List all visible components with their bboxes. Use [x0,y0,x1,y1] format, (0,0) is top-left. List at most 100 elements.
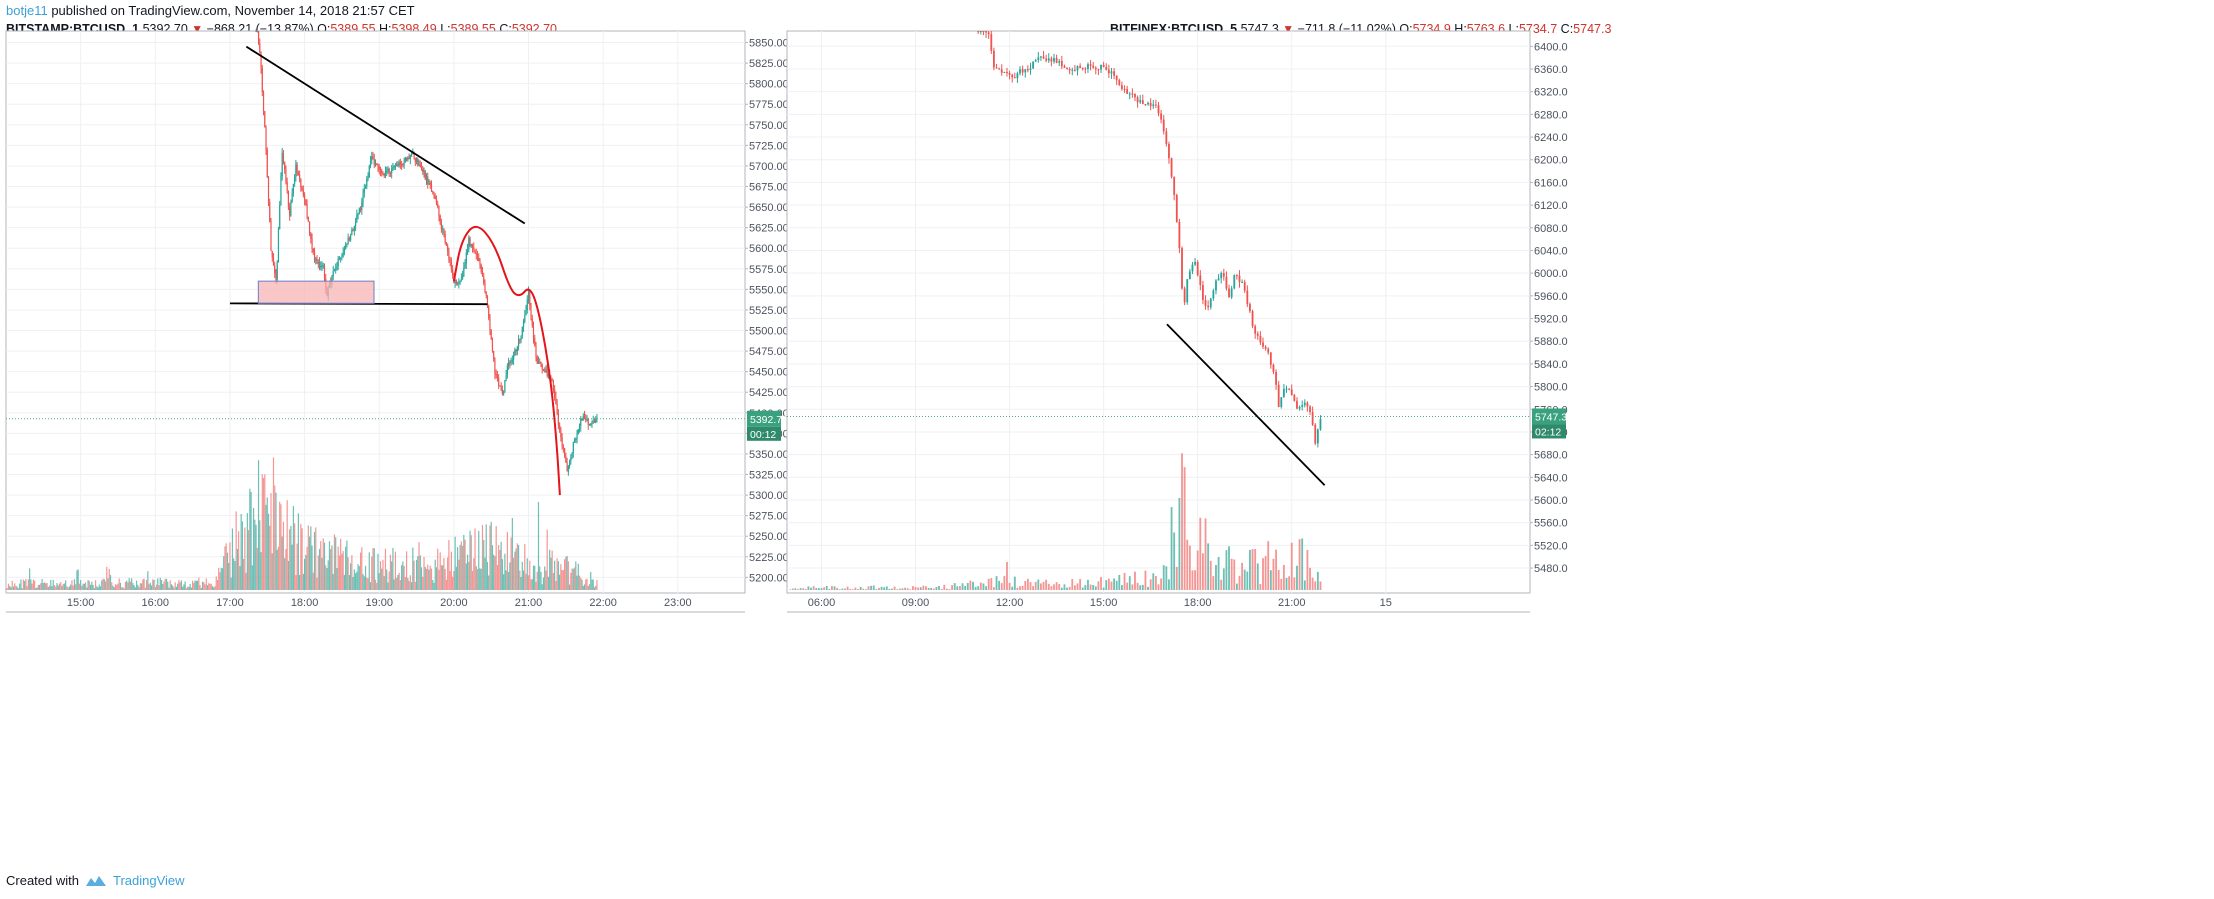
left-candle [461,270,464,280]
left-volume-bar [220,567,222,590]
left-candle [455,279,457,286]
left-candle [346,243,348,248]
left-volume-bar [177,583,179,590]
right-volume-bar [867,586,870,590]
left-volume-bar [452,576,454,590]
left-volume-bar [429,565,431,590]
left-volume-bar [491,545,494,590]
left-volume-bar [342,551,344,590]
left-volume-bar [361,547,363,590]
right-candle [1019,66,1021,76]
right-candle [1251,309,1254,329]
left-volume-bar [187,586,189,590]
left-volume-bar [122,587,124,590]
right-volume-bar [1235,583,1238,590]
right-volume-bar [982,583,985,590]
left-volume-bar [114,584,117,590]
left-candle-body [378,166,380,170]
left-volume-bar [300,523,302,590]
left-candle [503,390,505,396]
right-candle [1249,302,1251,314]
left-candle [430,180,433,193]
left-candle-body [501,390,503,395]
right-candle-body [1113,71,1116,76]
right-candle-body [1102,64,1105,67]
left-candle [261,64,263,97]
left-candle [561,433,563,450]
right-candle [1175,193,1178,223]
right-candle-body [1011,74,1014,78]
tradingview-brand-link[interactable]: TradingView [112,873,185,888]
left-volume-bar [490,521,492,590]
left-candle-body [493,350,495,360]
author-link[interactable]: botje11 [6,3,48,18]
right-candle [1121,81,1123,91]
left-volume-bar [131,578,133,590]
left-candle-body [392,166,394,169]
left-candle [435,195,438,206]
left-candle-body [484,283,486,293]
right-volume-bar [1301,538,1304,590]
left-candle-body [271,250,273,258]
left-volume-bar [229,542,231,590]
right-candle [1303,399,1306,408]
left-volume-bar [78,583,81,590]
left-candle [280,172,282,206]
right-candle-body [1053,57,1055,62]
left-time-axis: 15:00 16:00 17:00 18:00 19:00 20:00 21:00 22:00… [67,597,692,609]
right-candle-body [1262,342,1264,347]
left-volume-bar [111,582,113,590]
left-volume-bar [402,561,404,590]
left-candle-body [517,339,520,347]
left-candle-body [432,191,434,193]
left-candle [478,253,480,262]
left-volume-bar [30,579,32,590]
left-volume-bar [450,551,452,590]
right-volume-bar [959,586,961,590]
right-volume-bar [1225,550,1228,590]
left-candle-body [356,214,358,223]
left-volume-bar [547,576,550,590]
left-volume-bar [254,519,256,590]
left-y-tick-label: 5725.00 [749,140,789,152]
right-candle [1168,141,1170,164]
right-y-tick-label: 5520.0 [1534,540,1568,552]
left-candle [424,169,426,181]
left-candle [403,157,405,169]
left-volume-bar [261,474,263,590]
left-candle [420,161,423,171]
left-volume-bar [256,547,258,590]
left-candle-body [383,174,385,176]
left-candle-body [508,362,510,366]
left-volume-bar [137,584,139,590]
left-candle [521,326,523,339]
right-candle [1254,324,1257,339]
right-volume-bar [1196,550,1199,590]
left-y-tick-label: 5800.00 [749,79,789,91]
left-candle [447,243,449,256]
right-y-tick-label: 6000.0 [1534,268,1568,280]
right-volume-bar [1024,580,1027,590]
left-y-tick-label: 5550.00 [749,284,789,296]
left-candle-body [464,263,466,268]
left-volume-bar [102,578,104,590]
left-candle-body [290,201,292,216]
right-volume-bar [1013,576,1016,590]
right-volume-bar [1097,581,1100,590]
left-volume-bar [489,525,491,590]
left-candle [565,452,567,463]
left-volume-bar [170,584,173,590]
left-volume-bar [382,559,384,590]
right-candle [990,31,993,54]
left-candle-body [566,462,568,472]
right-candle-body [1087,64,1089,69]
left-candle [417,157,419,167]
right-candle-body [1254,326,1257,334]
left-volume-bar [160,579,163,590]
right-volume-bar [1170,507,1173,590]
left-candle [392,162,394,171]
left-candle-body [449,259,451,262]
right-candle-body [1319,419,1322,430]
left-volume-bar [14,583,16,590]
